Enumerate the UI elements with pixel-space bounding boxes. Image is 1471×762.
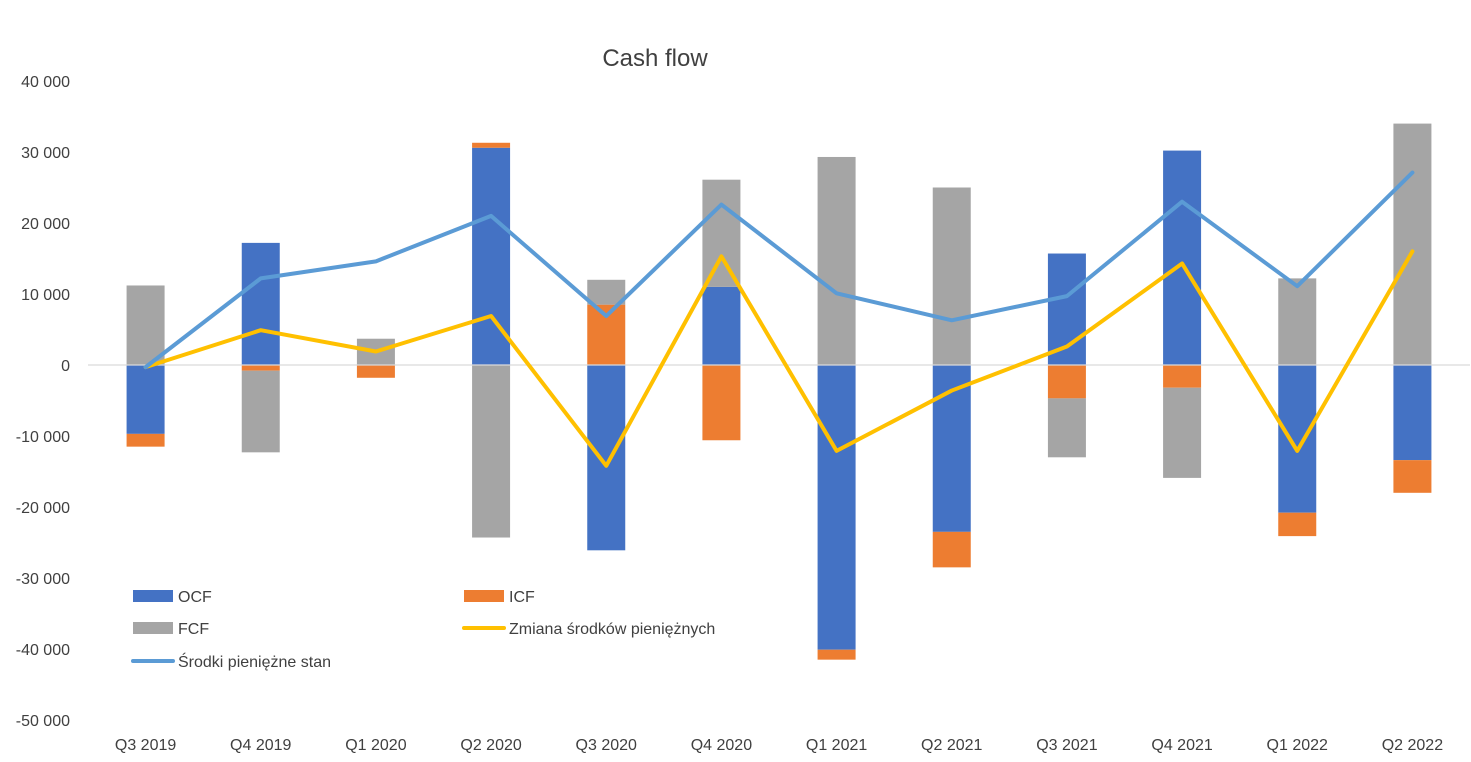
x-tick-label: Q3 2021 bbox=[1036, 737, 1097, 754]
bar-fcf bbox=[1047, 398, 1086, 458]
x-tick-label: Q3 2020 bbox=[576, 737, 637, 754]
bar-icf bbox=[472, 142, 511, 148]
bar-ocf bbox=[1163, 150, 1202, 365]
x-axis-ticks: Q3 2019 Q4 2019 Q1 2020 Q2 2020 Q3 2020 Q4 20… bbox=[115, 737, 1443, 754]
bar-fcf bbox=[1278, 278, 1317, 365]
bar-fcf bbox=[1163, 387, 1202, 478]
bar-icf bbox=[241, 365, 280, 371]
y-axis-ticks: 40 000 30 000 20 000 10 000 0 -10 000 -20 000 -… bbox=[16, 74, 70, 730]
legend-label: Zmiana środków pieniężnych bbox=[509, 621, 715, 638]
y-tick-label: -20 000 bbox=[16, 500, 70, 517]
chart-title: Cash flow bbox=[602, 45, 708, 72]
bar-icf bbox=[1047, 365, 1086, 399]
bar-icf bbox=[356, 365, 395, 378]
legend-item-zmiana-srodkow-pienieznych: Zmiana środków pieniężnych bbox=[462, 621, 715, 638]
legend-item-srodki-pieniezne-stan: Środki pieniężne stan bbox=[131, 652, 331, 671]
y-tick-label: -30 000 bbox=[16, 571, 70, 588]
bar-icf bbox=[1278, 512, 1317, 537]
bar-fcf bbox=[241, 370, 280, 453]
y-tick-label: 10 000 bbox=[21, 287, 70, 304]
x-tick-label: Q1 2020 bbox=[345, 737, 406, 754]
bar-ocf bbox=[241, 242, 280, 365]
lines-layer bbox=[143, 170, 1415, 468]
x-tick-label: Q2 2021 bbox=[921, 737, 982, 754]
bar-fcf bbox=[702, 179, 741, 287]
bar-icf bbox=[932, 531, 971, 568]
y-tick-label: 20 000 bbox=[21, 216, 70, 233]
bar-ocf bbox=[587, 365, 626, 551]
legend-swatch bbox=[133, 590, 173, 602]
bar-fcf bbox=[932, 187, 971, 365]
bar-icf bbox=[126, 433, 165, 447]
x-tick-label: Q1 2021 bbox=[806, 737, 867, 754]
x-tick-label: Q4 2019 bbox=[230, 737, 291, 754]
bar-icf bbox=[1163, 365, 1202, 388]
x-tick-label: Q1 2022 bbox=[1267, 737, 1328, 754]
bar-icf bbox=[702, 365, 741, 441]
y-tick-label: -40 000 bbox=[16, 642, 70, 659]
y-tick-label: -10 000 bbox=[16, 429, 70, 446]
legend-label: OCF bbox=[178, 589, 212, 606]
bar-ocf bbox=[472, 147, 511, 365]
bar-icf bbox=[1393, 460, 1432, 493]
y-tick-label: 40 000 bbox=[21, 74, 70, 91]
legend-item-ocf: OCF bbox=[133, 589, 212, 606]
line-zmiana-srodkow-pienieznych bbox=[143, 249, 1415, 468]
bar-fcf bbox=[587, 279, 626, 305]
bars-layer bbox=[126, 123, 1432, 660]
line-srodki-pieniezne-stan bbox=[143, 170, 1415, 370]
y-tick-label: 30 000 bbox=[21, 145, 70, 162]
bar-fcf bbox=[126, 285, 165, 365]
x-tick-label: Q4 2021 bbox=[1151, 737, 1212, 754]
x-tick-label: Q2 2020 bbox=[460, 737, 521, 754]
legend-label: FCF bbox=[178, 621, 209, 638]
legend-label: ICF bbox=[509, 589, 535, 606]
bar-ocf bbox=[817, 365, 856, 650]
bar-icf bbox=[817, 649, 856, 660]
bar-fcf bbox=[472, 365, 511, 538]
legend: OCF ICF FCF Zmiana środków pieniężnych Środk… bbox=[131, 589, 715, 671]
x-tick-label: Q2 2022 bbox=[1382, 737, 1443, 754]
x-tick-label: Q3 2019 bbox=[115, 737, 176, 754]
bar-ocf bbox=[1278, 365, 1317, 513]
y-tick-label: 0 bbox=[61, 358, 70, 375]
legend-swatch bbox=[133, 622, 173, 634]
bar-fcf bbox=[817, 156, 856, 365]
bar-ocf bbox=[1393, 365, 1432, 461]
legend-swatch bbox=[464, 590, 504, 602]
bar-ocf bbox=[702, 286, 741, 365]
y-tick-label: -50 000 bbox=[16, 713, 70, 730]
x-tick-label: Q4 2020 bbox=[691, 737, 752, 754]
bar-ocf bbox=[126, 365, 165, 434]
legend-label: Środki pieniężne stan bbox=[178, 652, 331, 671]
legend-item-icf: ICF bbox=[464, 589, 535, 606]
bar-fcf bbox=[1393, 123, 1432, 365]
legend-item-fcf: FCF bbox=[133, 621, 209, 638]
